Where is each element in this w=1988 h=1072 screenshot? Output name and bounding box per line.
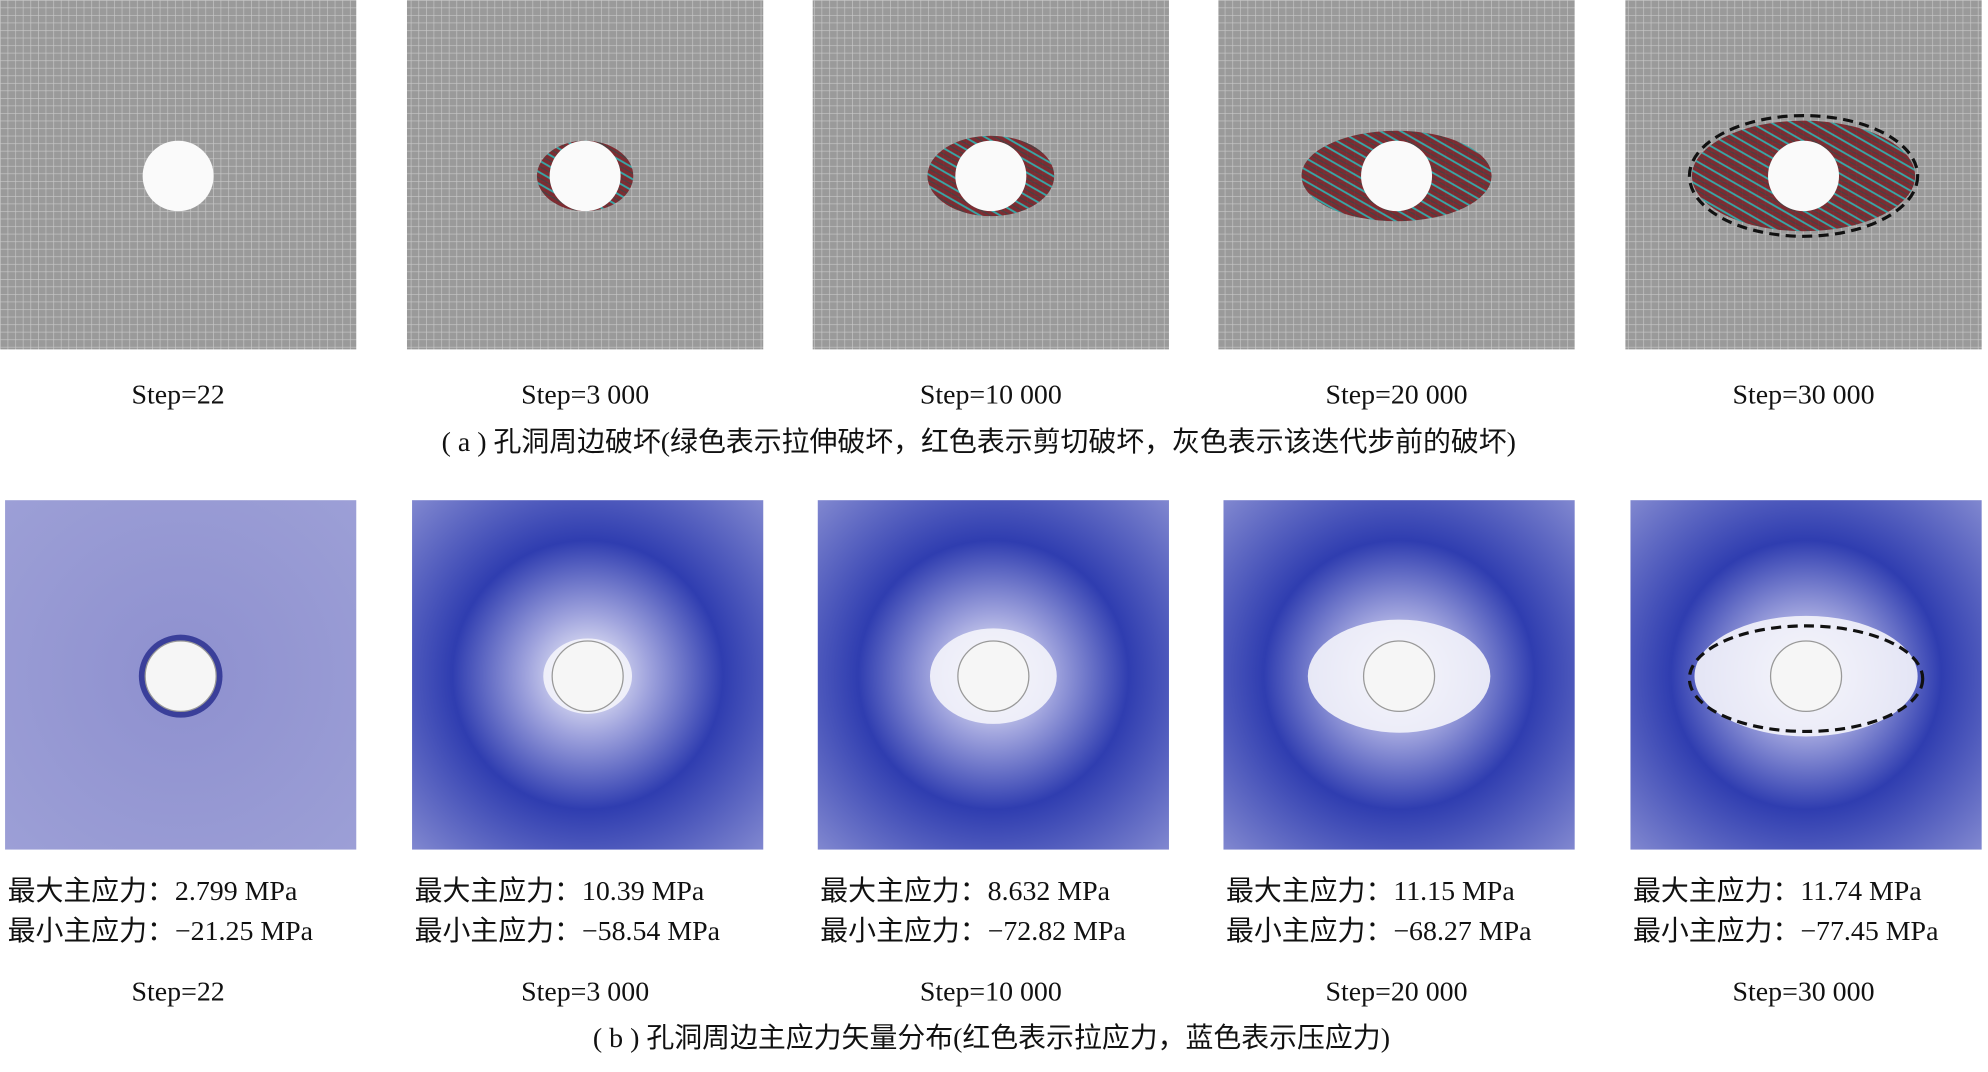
hole <box>1362 640 1436 712</box>
damage-outline <box>1687 114 1920 238</box>
step-label: Step=10 000 <box>920 380 1062 411</box>
step-label: Step=20 000 <box>1326 977 1468 1008</box>
max-stress: 最大主应力：11.15 MPa <box>1226 876 1515 907</box>
hole <box>144 640 217 712</box>
hole <box>142 140 214 212</box>
hole <box>957 640 1030 712</box>
step-label: Step=22 <box>132 977 225 1008</box>
caption: ( a ) 孔洞周边破坏(绿色表示拉伸破坏，红色表示剪切破坏，灰色表示该迭代步前… <box>442 427 1516 458</box>
min-stress: 最小主应力：−72.82 MPa <box>820 916 1125 947</box>
max-stress: 最大主应力：2.799 MPa <box>8 876 298 907</box>
step-label: Step=30 000 <box>1733 380 1875 411</box>
hole <box>551 640 624 712</box>
step-label: Step=3 000 <box>521 977 649 1008</box>
min-stress: 最小主应力：−68.27 MPa <box>1226 916 1531 947</box>
caption: ( b ) 孔洞周边主应力矢量分布(红色表示拉应力，蓝色表示压应力) <box>593 1023 1390 1054</box>
fracture-outline <box>1687 624 1925 734</box>
max-stress: 最大主应力：10.39 MPa <box>415 876 705 907</box>
step-label: Step=30 000 <box>1733 977 1875 1008</box>
hole <box>1769 640 1843 712</box>
hole <box>549 140 621 212</box>
step-label: Step=3 000 <box>521 380 649 411</box>
hole <box>1361 140 1433 212</box>
step-label: Step=22 <box>132 380 225 411</box>
hole <box>1768 140 1840 212</box>
step-label: Step=10 000 <box>920 977 1062 1008</box>
max-stress: 最大主应力：11.74 MPa <box>1633 876 1922 907</box>
min-stress: 最小主应力：−58.54 MPa <box>415 916 720 947</box>
step-label: Step=20 000 <box>1326 380 1468 411</box>
max-stress: 最大主应力：8.632 MPa <box>820 876 1110 907</box>
hole <box>955 140 1027 212</box>
min-stress: 最小主应力：−21.25 MPa <box>8 916 313 947</box>
min-stress: 最小主应力：−77.45 MPa <box>1633 916 1938 947</box>
